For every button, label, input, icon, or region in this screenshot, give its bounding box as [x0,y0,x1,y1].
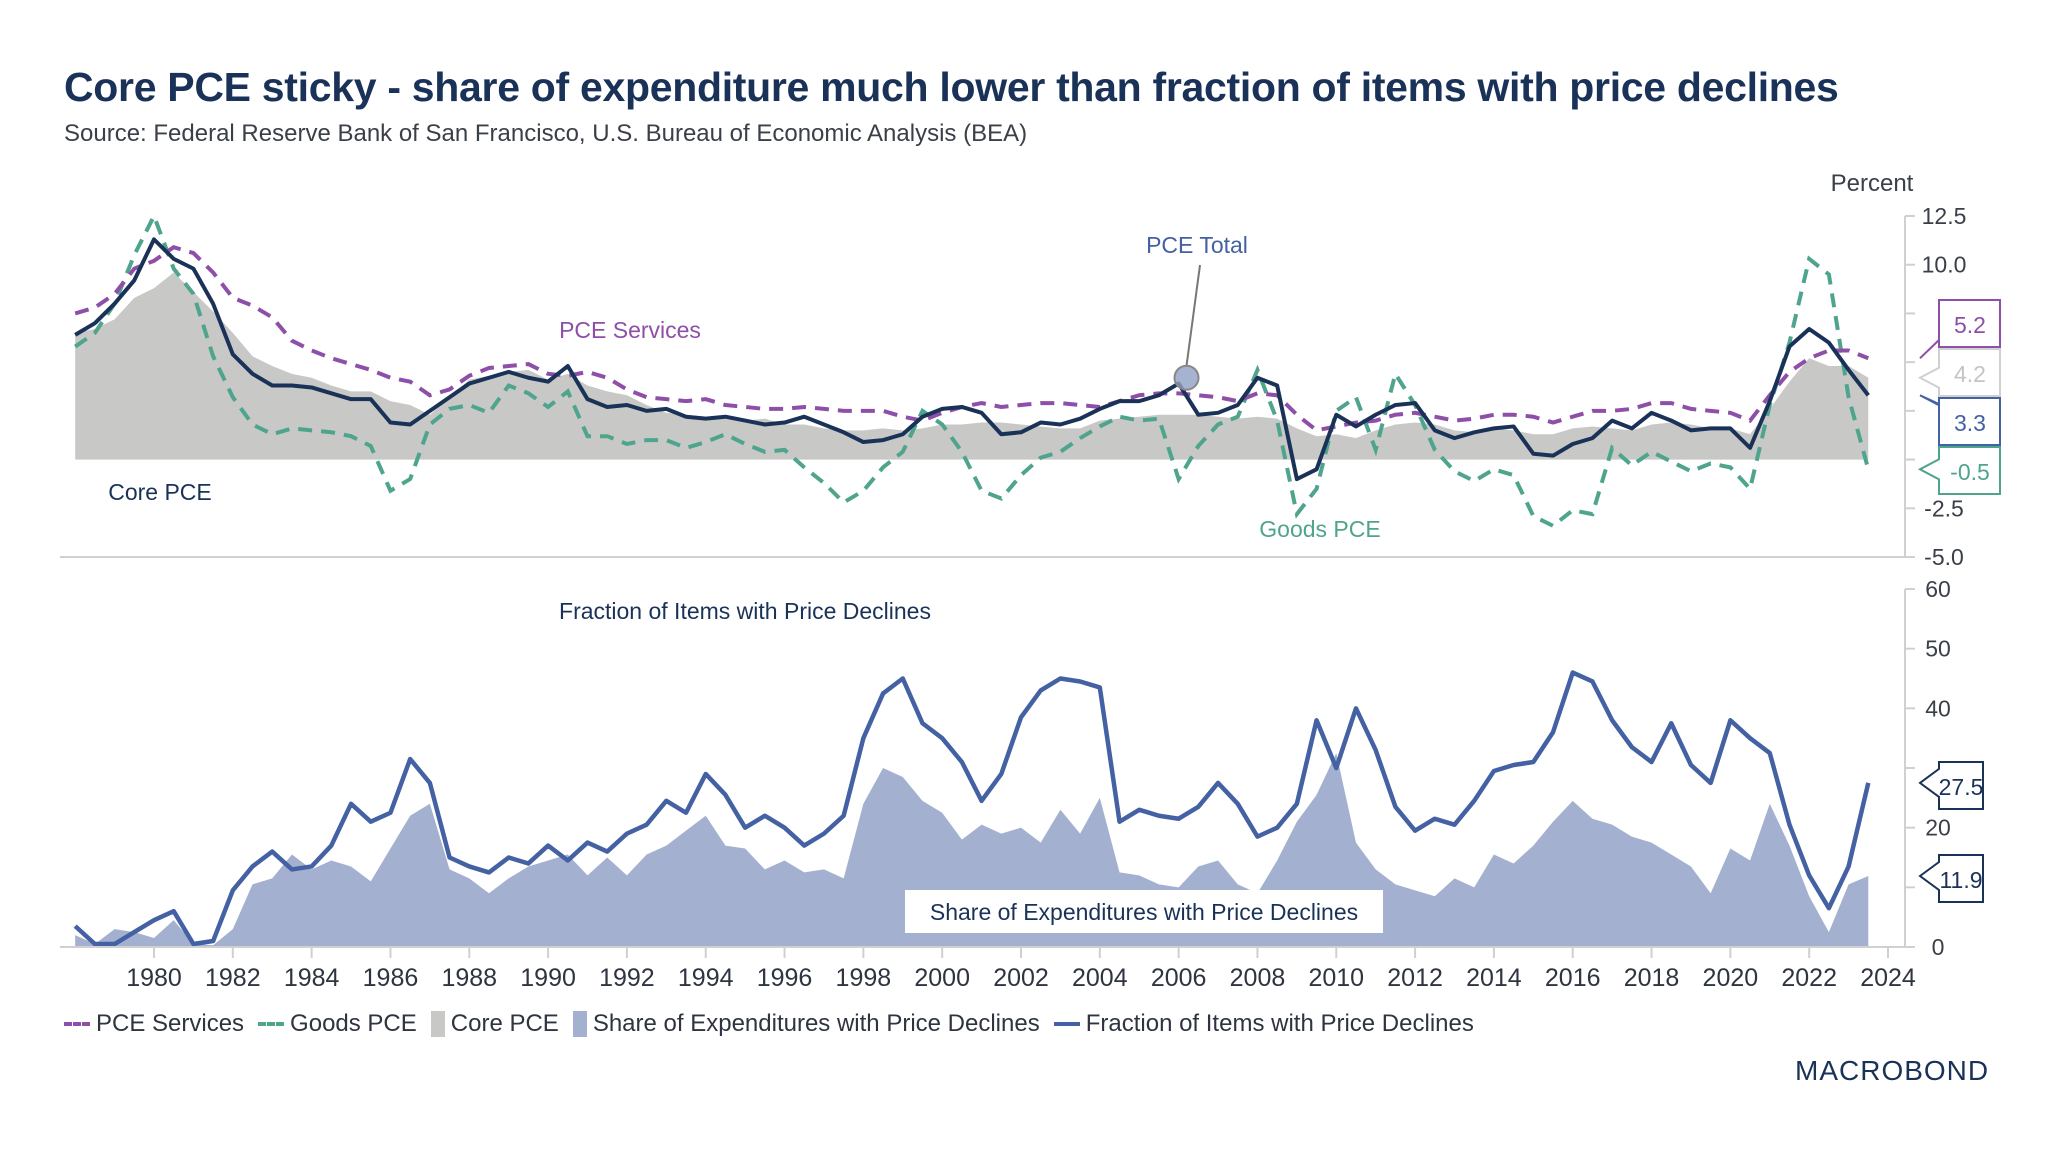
legend-swatch [572,1011,587,1037]
bottom-panel: 1980 1982 1984 1986 1988 1990 1992 1994 1996 1998… [60,576,1984,992]
x-tick-label: 2002 [993,964,1049,992]
end-label-share-expenditures: 11.9 [1918,854,1984,903]
legend-item-share-expenditures: Share of Expenditures with Price Decline… [572,1010,1040,1038]
legend-item-core-pce: Core PCE [430,1010,559,1038]
x-tick-label: 1992 [599,964,655,992]
legend-label: Fraction of Items with Price Declines [1085,1010,1474,1037]
legend-label: Goods PCE [290,1010,417,1037]
x-tick-label: 1982 [205,964,261,992]
x-tick-label: 2024 [1860,964,1916,992]
legend-swatch [1053,1022,1080,1026]
x-tick-label: 2018 [1624,964,1680,992]
end-label-fraction-items: 27.5 [1918,761,1984,810]
end-label-core-pce: 4.2 [1917,348,2001,397]
top-y-tick-label: 10.0 [1922,252,1967,278]
annotation-share-expenditures-bg [905,890,1383,933]
x-tick-label: 1994 [678,964,734,992]
end-label-box [1919,394,2001,446]
bottom-y-tick-label: 50 [1925,636,1951,662]
x-tick-label: 2010 [1308,964,1364,992]
end-label-goods-pce: -0.5 [1917,446,2001,495]
legend-label: Core PCE [450,1010,559,1037]
top-y-tick-label: 12.5 [1922,203,1967,229]
core-pce-area [75,272,1869,460]
x-tick-label: 2000 [914,964,970,992]
bottom-y-tick-label: 60 [1925,576,1951,602]
end-label-value: 5.2 [1954,312,1986,338]
end-label-pce-services: 5.2 [1919,299,2001,359]
legend-swatch [64,1022,90,1026]
macrobond-logo: MACROBOND [1795,1055,1990,1086]
x-tick-label: 1980 [126,964,182,992]
legend-label: Share of Expenditures with Price Decline… [592,1010,1040,1037]
end-label-box [1918,761,1984,810]
pce-total-line [74,237,1870,482]
x-tick-label: 2004 [1072,964,1128,992]
end-label-box [1917,446,2001,495]
annotation-share-expenditures: Share of Expenditures with Price Decline… [930,899,1358,925]
chart-title: Core PCE sticky - share of expenditure m… [64,64,1839,110]
annotation-pce-total: PCE Total [1146,232,1248,258]
x-tick-label: 1998 [836,964,892,992]
goods-pce-line [74,211,1871,529]
legend-label: PCE Services [96,1010,245,1037]
x-tick-label: 1984 [284,964,340,992]
end-label-box [1918,854,1984,903]
x-tick-label: 2020 [1703,964,1759,992]
x-tick-label: 1990 [520,964,576,992]
x-tick-label: 2012 [1387,964,1443,992]
bottom-y-tick-label: 0 [1932,934,1945,960]
x-tick-label: 1988 [441,964,497,992]
pce-total-leader-line [1185,264,1201,366]
legend-swatch [430,1011,445,1037]
end-label-value: 4.2 [1954,361,1986,387]
annotation-pce-services: PCE Services [559,317,701,343]
end-label-pce-total: 3.3 [1919,394,2001,446]
fraction-items-line [73,670,1871,947]
legend-item-goods-pce: Goods PCE [258,1010,417,1038]
legend-item-pce-services: PCE Services [64,1010,244,1038]
top-panel: 12.5 10.0 -2.5 -5.0 Percent PCE Services PCE T… [60,170,2001,570]
x-tick-label: 1986 [363,964,419,992]
annotation-fraction-items: Fraction of Items with Price Declines [559,598,931,624]
pce-total-marker [1173,364,1200,391]
end-label-value: -0.5 [1950,459,1990,485]
x-tick-label: 1996 [757,964,813,992]
share-expenditures-area [75,753,1869,947]
end-label-value: 11.9 [1939,867,1982,893]
end-label-box [1917,348,2001,397]
annotation-core-pce: Core PCE [108,479,212,505]
x-tick-label: 2022 [1781,964,1837,992]
annotation-goods-pce: Goods PCE [1259,516,1380,542]
legend-swatch [258,1022,285,1026]
bottom-y-tick-label: 40 [1925,695,1951,721]
bottom-y-tick-label: 20 [1925,815,1951,841]
end-label-box [1919,299,2001,359]
x-tick-label: 2016 [1545,964,1601,992]
chart-subtitle: Source: Federal Reserve Bank of San Fran… [64,120,1028,147]
top-y-tick-label: -2.5 [1924,495,1964,521]
x-tick-label: 2008 [1230,964,1286,992]
end-label-value: 3.3 [1954,410,1986,436]
x-tick-label: 2014 [1466,964,1522,992]
end-label-value: 27.5 [1939,774,1984,800]
x-tick-label: 2006 [1151,964,1207,992]
top-y-tick-label: -5.0 [1924,544,1964,570]
legend: PCE Services Goods PCE Core PCE Share of Ex… [64,1010,1480,1038]
legend-item-fraction-items: Fraction of Items with Price Declines [1053,1010,1474,1038]
y-unit-label: Percent [1831,170,1914,197]
